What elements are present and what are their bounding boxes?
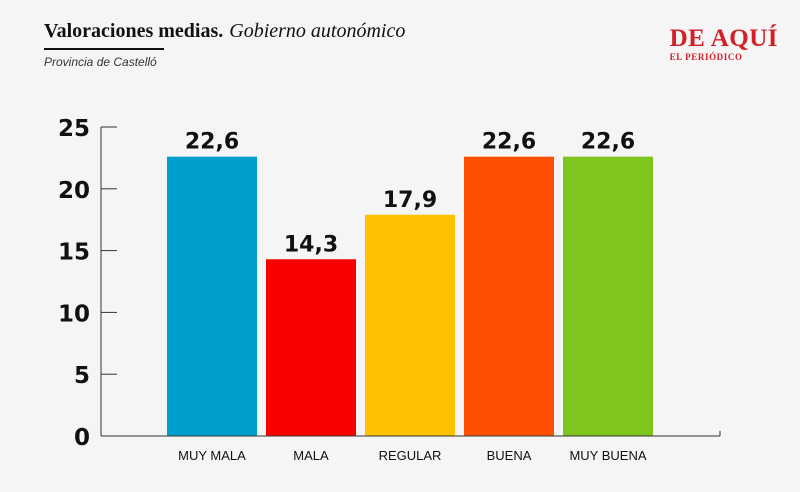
brand-name: DE AQUÍ [669, 25, 778, 52]
y-tick-label: 25 [58, 116, 90, 142]
chart-title: Valoraciones medias. [44, 20, 224, 42]
bar-value-label: 14,3 [284, 232, 338, 257]
bar [464, 156, 554, 436]
y-tick-label: 20 [58, 178, 90, 204]
brand-logo: DE AQUÍ EL PERIÓDICO [670, 26, 778, 62]
bar [167, 156, 257, 436]
y-tick-label: 15 [58, 240, 90, 266]
x-axis: MUY MALA MALA REGULAR BUENA MUY BUENA [101, 431, 721, 463]
bar-value-label: 22,6 [482, 130, 536, 155]
bar-value-label: 17,9 [383, 188, 437, 213]
y-axis: 0 5 10 15 20 25 [58, 116, 117, 451]
brand-subtitle: EL PERIÓDICO [669, 52, 743, 62]
y-tick-label: 5 [74, 363, 90, 389]
chart-title-topic: Gobierno autonómico [229, 20, 406, 42]
bar [563, 156, 653, 436]
x-category-label: REGULAR [379, 448, 442, 463]
bar [365, 214, 455, 436]
bars: 22,6 14,3 17,9 22,6 22,6 [167, 130, 653, 436]
x-category-label: MUY MALA [178, 448, 246, 463]
bar-value-label: 22,6 [581, 130, 635, 155]
x-category-label: MALA [293, 448, 329, 463]
bar [266, 259, 356, 436]
x-category-label: BUENA [487, 448, 532, 463]
chart-subtitle: Provincia de Castelló [44, 55, 157, 69]
y-tick-label: 0 [74, 425, 90, 451]
chart-header: Valoraciones medias. Gobierno autonómico [44, 20, 405, 43]
bar-value-label: 22,6 [185, 130, 239, 155]
title-underline [44, 48, 164, 50]
x-category-label: MUY BUENA [569, 448, 646, 463]
y-tick-label: 10 [58, 301, 90, 327]
